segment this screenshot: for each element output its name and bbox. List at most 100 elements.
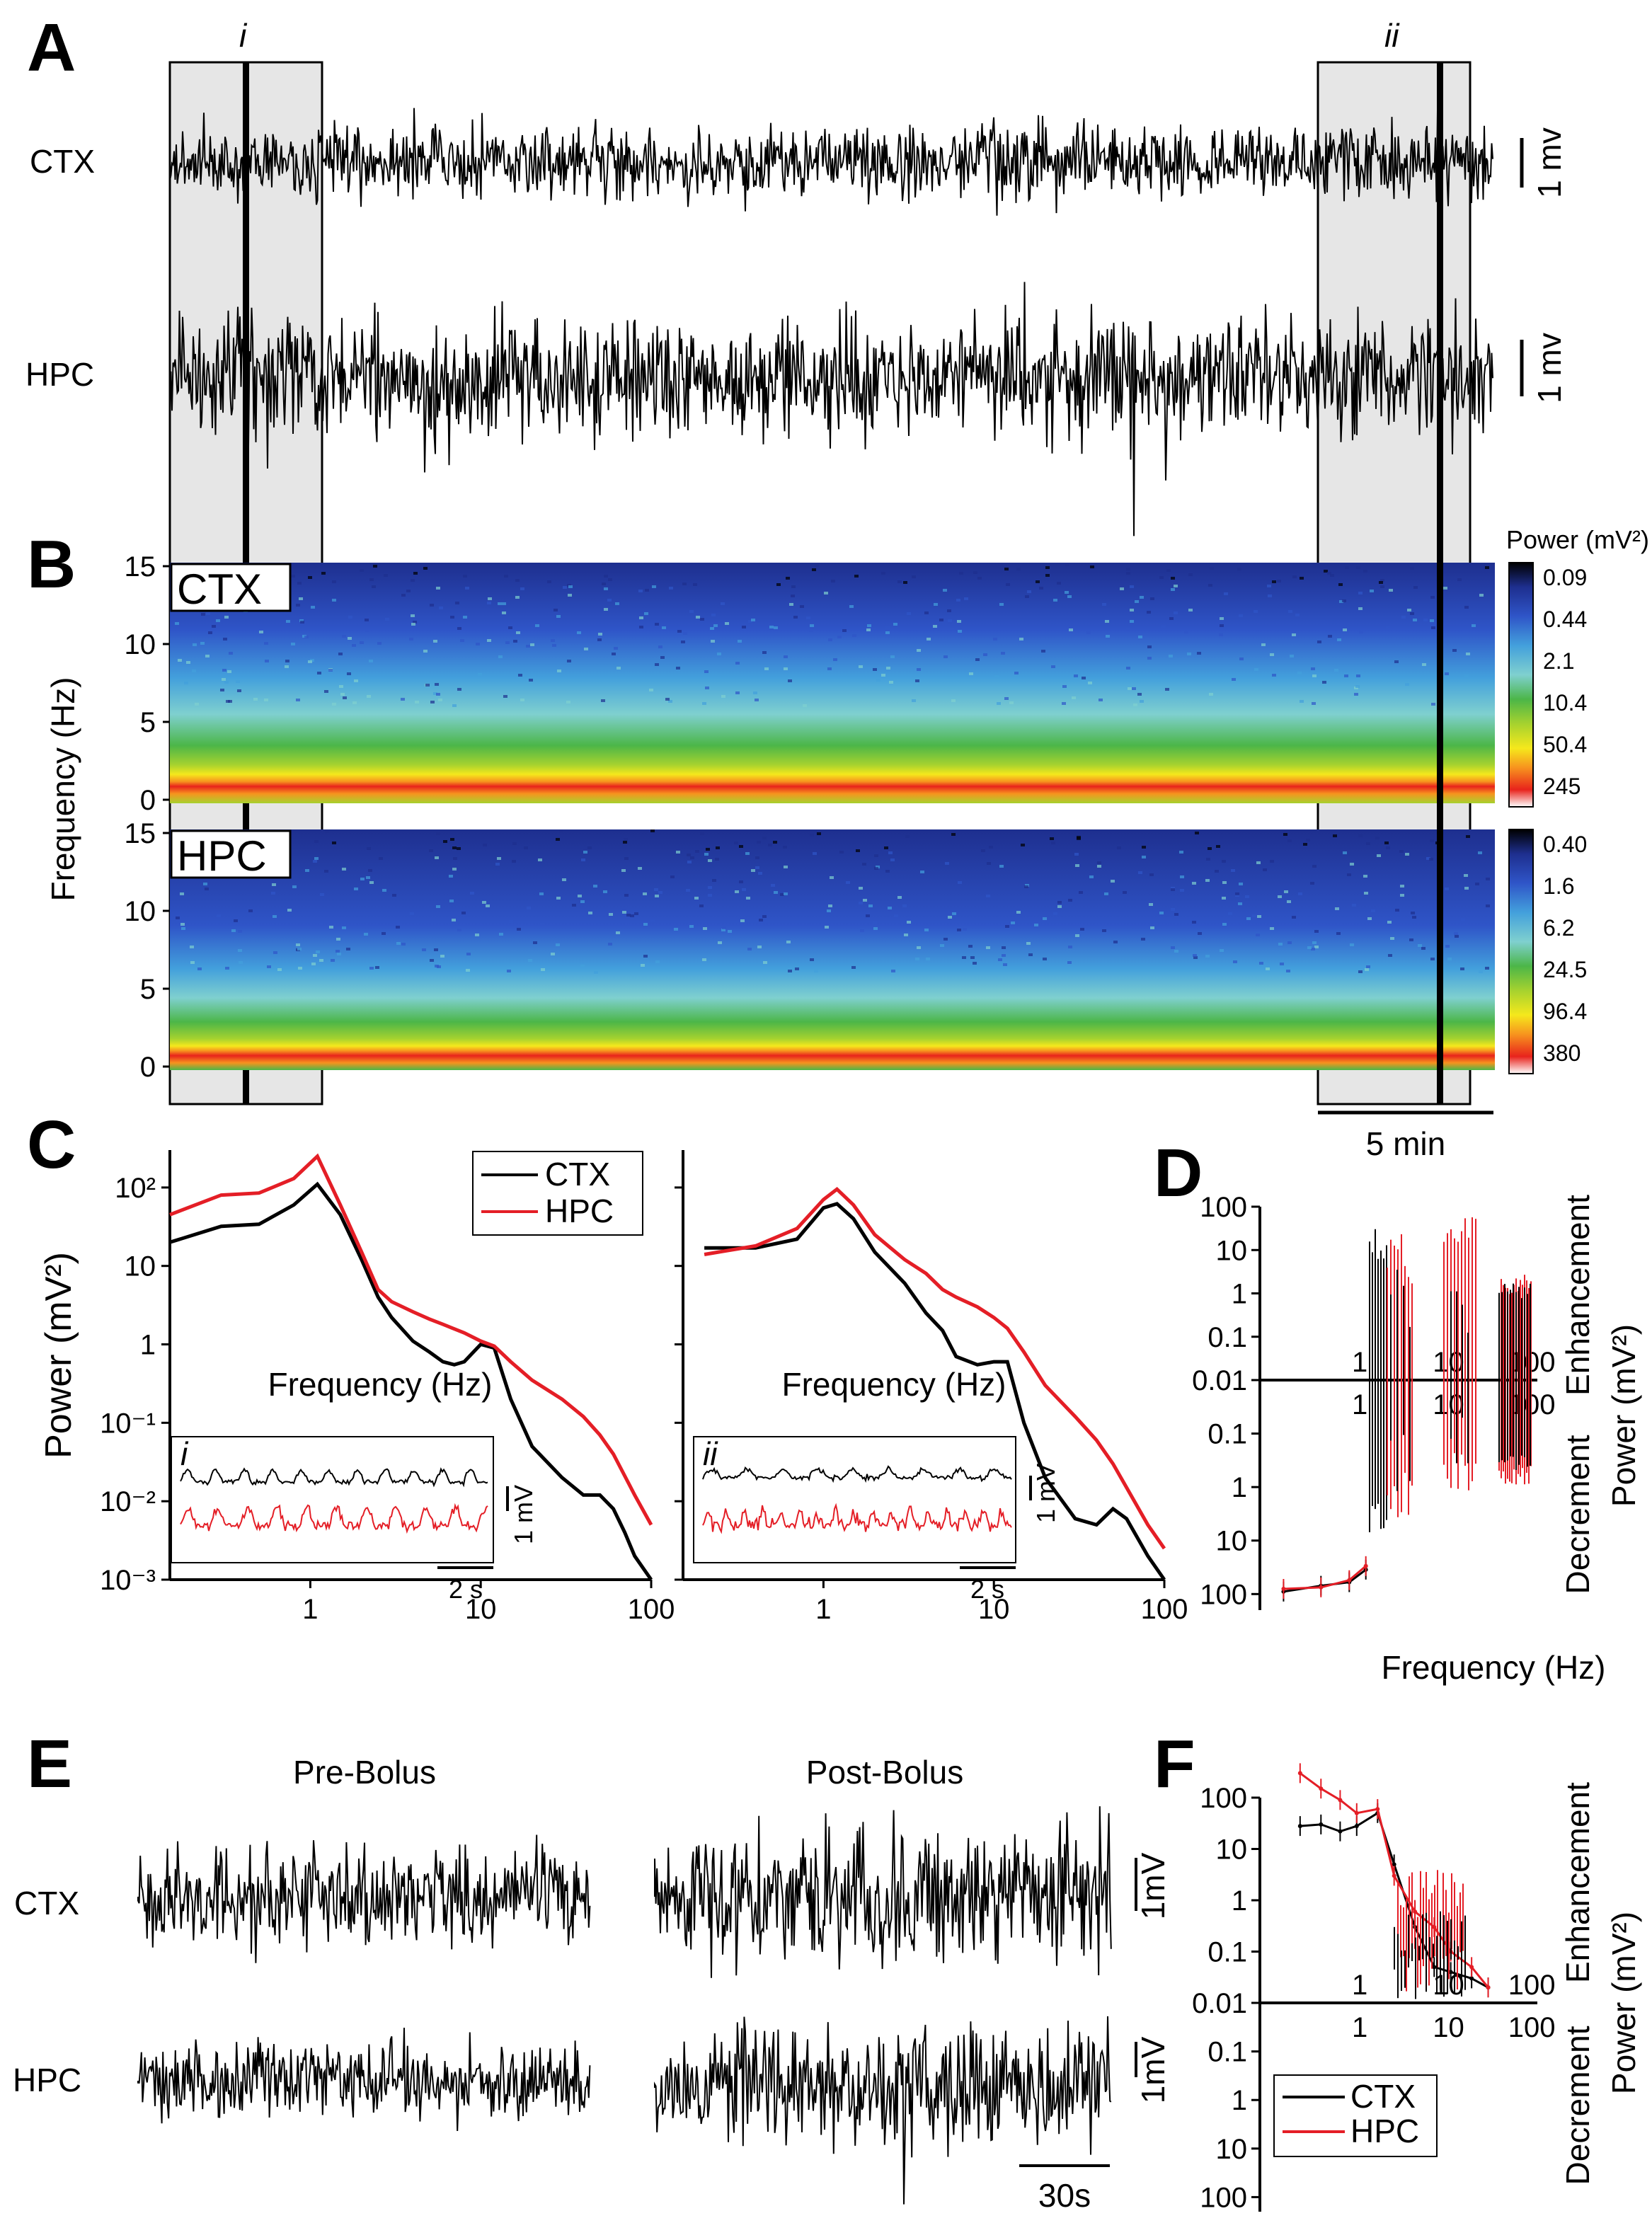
spec-speckle xyxy=(1430,958,1435,960)
spec-speckle xyxy=(354,679,358,682)
spec-speckle xyxy=(718,941,722,944)
spec-speckle xyxy=(827,667,832,670)
spec-speckle xyxy=(735,691,740,694)
spec-speckle xyxy=(1198,932,1202,935)
spec-speckle xyxy=(1132,687,1136,690)
spec-speckle xyxy=(531,627,535,630)
spec-speckle xyxy=(791,594,795,597)
spec-speckle xyxy=(365,619,369,621)
spec-speckle xyxy=(588,912,592,914)
spec-speckle xyxy=(1272,580,1276,583)
spec-speckle xyxy=(704,853,709,856)
spec-speckle xyxy=(712,879,716,882)
spec-speckle xyxy=(1447,958,1452,960)
spec-speckle xyxy=(703,927,707,930)
e-post-bolus-title: Post-Bolus xyxy=(806,1754,963,1791)
spec-speckle xyxy=(433,692,437,695)
spec-speckle xyxy=(623,841,627,844)
spec-speckle xyxy=(527,907,531,909)
spec-speckle xyxy=(662,626,666,629)
spec-speckle xyxy=(583,851,587,854)
spec-speckle xyxy=(1254,668,1258,671)
spec-speckle xyxy=(639,616,643,619)
spec-speckle xyxy=(687,854,691,856)
spec-speckle xyxy=(1174,611,1178,614)
spec-speckle xyxy=(889,681,893,684)
spec-speckle xyxy=(1431,703,1435,706)
f-right-label-power: Power (mV²) xyxy=(1605,1912,1642,2094)
spec-speckle xyxy=(1138,636,1142,638)
spec-speckle xyxy=(1062,702,1066,705)
spec-speckle xyxy=(348,616,352,619)
spec-speckle xyxy=(423,567,428,570)
spec-speckle xyxy=(710,627,714,630)
spec-speckle xyxy=(352,701,357,704)
spec-speckle xyxy=(1334,669,1338,672)
spec-speckle xyxy=(963,928,967,931)
spec-speckle xyxy=(676,851,680,854)
window-label-i: i xyxy=(239,17,248,54)
spec-speckle xyxy=(1422,663,1426,666)
spec-speckle xyxy=(360,641,364,644)
spec-speckle xyxy=(1478,851,1482,854)
spec-speckle xyxy=(1287,941,1292,944)
spec-speckle xyxy=(1197,652,1201,655)
colorbar-tick-label: 24.5 xyxy=(1543,957,1587,982)
spec-speckle xyxy=(705,687,709,689)
spec-speckle xyxy=(577,631,581,634)
spec-speckle xyxy=(332,841,336,844)
f-legend-hpc: HPC xyxy=(1350,2113,1419,2149)
spec-speckle xyxy=(1314,930,1319,933)
spec-speckle xyxy=(1454,932,1458,935)
spec-speckle xyxy=(1395,909,1399,912)
spec-speckle xyxy=(987,862,991,865)
spec-speckle xyxy=(515,596,520,599)
spec-speckle xyxy=(372,585,376,588)
spec-speckle xyxy=(615,602,619,605)
spec-speckle xyxy=(580,965,585,967)
spec-speckle xyxy=(180,923,185,926)
spec-speckle xyxy=(455,602,459,604)
spec-speckle xyxy=(563,586,567,589)
spec-speckle xyxy=(1034,924,1038,926)
spec-speckle xyxy=(517,928,521,931)
spec-speckle xyxy=(529,679,533,682)
spec-speckle xyxy=(1045,574,1050,577)
spec-speckle xyxy=(1072,696,1076,699)
spec-speckle xyxy=(1342,599,1346,602)
spec-speckle xyxy=(643,923,648,926)
eeg-trace-hpc xyxy=(169,282,1493,536)
spec-speckle xyxy=(271,892,275,895)
spec-speckle xyxy=(1445,888,1449,890)
spec-speckle xyxy=(842,629,847,632)
spec-speckle xyxy=(200,642,205,645)
spec-speckle xyxy=(1171,888,1175,891)
spec-speckle xyxy=(1358,970,1363,973)
spec-speckle xyxy=(346,948,350,950)
spec-speckle xyxy=(313,954,317,957)
spec-speckle xyxy=(1379,581,1383,584)
spec-speckle xyxy=(369,660,373,662)
spec-speckle xyxy=(638,867,642,870)
spec-speckle xyxy=(1307,946,1312,949)
spec-speckle xyxy=(1140,700,1144,703)
spec-speckle xyxy=(1104,892,1108,895)
e-scale-label-v1: 1mV xyxy=(1135,1852,1171,1919)
spec-speckle xyxy=(1267,585,1271,587)
x-tick-label-upper: 100 xyxy=(1508,1347,1556,1378)
spec-speckle xyxy=(708,894,712,897)
spec-speckle xyxy=(273,951,277,954)
spec-speckle xyxy=(1068,899,1072,902)
spec-speckle xyxy=(311,963,316,965)
spec-speckle xyxy=(677,630,682,633)
spec-speckle xyxy=(1097,861,1101,864)
spec-speckle xyxy=(755,866,759,869)
spec-speckle xyxy=(780,893,784,896)
spec-speckle xyxy=(622,911,626,914)
spec-speckle xyxy=(217,914,221,917)
x-tick-label: 100 xyxy=(1141,1594,1188,1625)
chart-c-i: 10² 10 1 10⁻¹ 10⁻² 10⁻³ 1 10 100 xyxy=(100,1150,675,1625)
panel-label-b: B xyxy=(27,527,76,602)
spec-speckle xyxy=(1412,916,1416,919)
spec-speckle xyxy=(973,571,977,574)
